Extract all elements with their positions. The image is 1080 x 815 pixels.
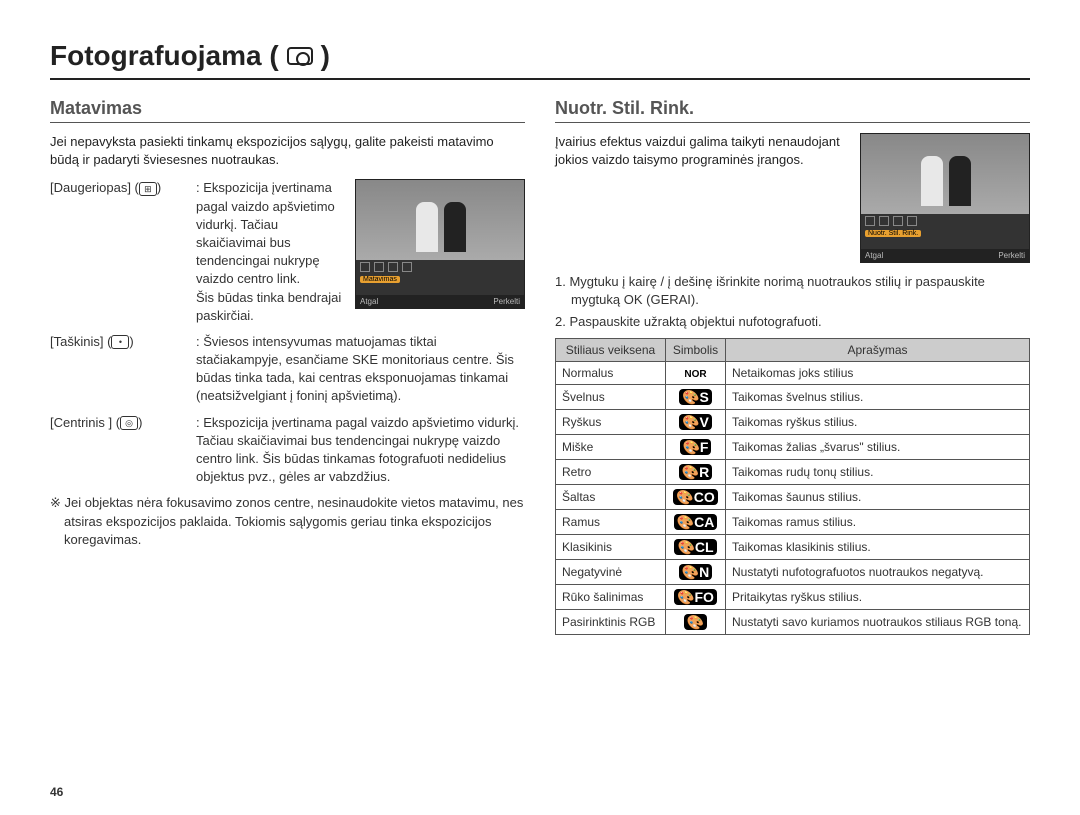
cell-desc: Taikomas ramus stilius. xyxy=(726,509,1030,534)
lcd-menu-label: Matavimas xyxy=(360,276,400,283)
table-row: Ramus 🎨CA Taikomas ramus stilius. xyxy=(556,509,1030,534)
cell-desc: Taikomas šaunus stilius. xyxy=(726,484,1030,509)
table-row: Ryškus 🎨V Taikomas ryškus stilius. xyxy=(556,409,1030,434)
table-row: Rūko šalinimas 🎨FO Pritaikytas ryškus stil… xyxy=(556,584,1030,609)
styles-table: Stiliaus veiksena Simbolis Aprašymas Nor… xyxy=(555,338,1030,635)
definition-item: [Centrinis ] (◎): Ekspozicija įvertinama… xyxy=(50,414,525,487)
cell-symbol: 🎨N xyxy=(666,559,726,584)
definition-label: [Taškinis] (•) xyxy=(50,333,196,406)
definition-item: [Daugeriopas] (⊞): Ekspozicija įvertinam… xyxy=(50,179,349,325)
style-symbol-icon: 🎨R xyxy=(679,464,713,480)
mode-icon: • xyxy=(111,335,129,349)
cell-symbol: 🎨S xyxy=(666,384,726,409)
style-symbol-icon: 🎨S xyxy=(679,389,712,405)
cell-symbol: 🎨V xyxy=(666,409,726,434)
cell-mode: Klasikinis xyxy=(556,534,666,559)
table-header-symbol: Simbolis xyxy=(666,338,726,361)
cell-mode: Ramus xyxy=(556,509,666,534)
table-header-mode: Stiliaus veiksena xyxy=(556,338,666,361)
page-title-suffix: ) xyxy=(321,40,330,72)
cell-symbol: 🎨CL xyxy=(666,534,726,559)
cell-symbol: 🎨CA xyxy=(666,509,726,534)
cell-mode: Normalus xyxy=(556,361,666,384)
cell-symbol: 🎨 xyxy=(666,609,726,634)
cell-symbol: NOR xyxy=(666,361,726,384)
table-row: Klasikinis 🎨CL Taikomas klasikinis stilius… xyxy=(556,534,1030,559)
style-symbol-icon: 🎨FO xyxy=(674,589,717,605)
definition-desc: : Ekspozicija įvertinama pagal vaizdo ap… xyxy=(196,179,349,325)
cell-desc: Nustatyti savo kuriamos nuotraukos stili… xyxy=(726,609,1030,634)
cell-desc: Taikomas švelnus stilius. xyxy=(726,384,1030,409)
lcd-move-label: Perkelti xyxy=(493,297,520,306)
cell-mode: Ryškus xyxy=(556,409,666,434)
mode-icon: ◎ xyxy=(120,416,138,430)
section-heading-matavimas: Matavimas xyxy=(50,98,525,123)
cell-mode: Rūko šalinimas xyxy=(556,584,666,609)
intro-text: Jei nepavyksta pasiekti tinkamų ekspozic… xyxy=(50,133,525,169)
definition-item: [Taškinis] (•): Šviesos intensyvumas mat… xyxy=(50,333,525,406)
definition-desc: : Ekspozicija įvertinama pagal vaizdo ap… xyxy=(196,414,525,487)
style-symbol-icon: 🎨N xyxy=(679,564,713,580)
style-symbol-icon: 🎨 xyxy=(684,614,707,630)
style-symbol-icon: NOR xyxy=(684,369,706,380)
mode-icon: ⊞ xyxy=(139,182,157,196)
cell-desc: Taikomas klasikinis stilius. xyxy=(726,534,1030,559)
table-row: Šaltas 🎨CO Taikomas šaunus stilius. xyxy=(556,484,1030,509)
table-row: Pasirinktinis RGB 🎨 Nustatyti savo kuriamo… xyxy=(556,609,1030,634)
page-number: 46 xyxy=(50,785,63,799)
page-title-text: Fotografuojama ( xyxy=(50,40,279,72)
table-header-desc: Aprašymas xyxy=(726,338,1030,361)
cell-mode: Švelnus xyxy=(556,384,666,409)
cell-mode: Šaltas xyxy=(556,484,666,509)
style-symbol-icon: 🎨CO xyxy=(673,489,717,505)
table-row: Negatyvinė 🎨N Nustatyti nufotografuotos nu… xyxy=(556,559,1030,584)
cell-symbol: 🎨FO xyxy=(666,584,726,609)
right-column: Nuotr. Stil. Rink. Nuotr. Stil. Rink. At… xyxy=(555,98,1030,635)
cell-mode: Miške xyxy=(556,434,666,459)
cell-mode: Retro xyxy=(556,459,666,484)
lcd-screenshot-style: Nuotr. Stil. Rink. Atgal Perkelti xyxy=(860,133,1030,263)
steps-list: 1. Mygtuku į kairę / į dešinę išrinkite … xyxy=(555,273,1030,332)
table-row: Retro 🎨R Taikomas rudų tonų stilius. xyxy=(556,459,1030,484)
table-row: Švelnus 🎨S Taikomas švelnus stilius. xyxy=(556,384,1030,409)
style-symbol-icon: 🎨CL xyxy=(674,539,716,555)
cell-symbol: 🎨R xyxy=(666,459,726,484)
definition-desc: : Šviesos intensyvumas matuojamas tiktai… xyxy=(196,333,525,406)
step-2: 2. Paspauskite užraktą objektui nufotogr… xyxy=(571,313,1030,331)
style-symbol-icon: 🎨CA xyxy=(674,514,718,530)
cell-desc: Taikomas rudų tonų stilius. xyxy=(726,459,1030,484)
definition-label: [Centrinis ] (◎) xyxy=(50,414,196,487)
style-symbol-icon: 🎨F xyxy=(680,439,712,455)
left-column: Matavimas Jei nepavyksta pasiekti tinkam… xyxy=(50,98,525,635)
style-symbol-icon: 🎨V xyxy=(679,414,712,430)
cell-desc: Netaikomas joks stilius xyxy=(726,361,1030,384)
step-1: 1. Mygtuku į kairę / į dešinę išrinkite … xyxy=(571,273,1030,309)
cell-mode: Pasirinktinis RGB xyxy=(556,609,666,634)
lcd-screenshot-metering: Matavimas Atgal Perkelti xyxy=(355,179,525,309)
table-row: Normalus NOR Netaikomas joks stilius xyxy=(556,361,1030,384)
lcd-menu-label-2: Nuotr. Stil. Rink. xyxy=(865,230,921,237)
definition-label: [Daugeriopas] (⊞) xyxy=(50,179,196,325)
camera-icon xyxy=(287,47,313,65)
page-title: Fotografuojama ( ) xyxy=(50,40,1030,80)
lcd-back-label-2: Atgal xyxy=(865,251,883,260)
lcd-back-label: Atgal xyxy=(360,297,378,306)
table-row: Miške 🎨F Taikomas žalias „švarus" stilius. xyxy=(556,434,1030,459)
cell-desc: Taikomas žalias „švarus" stilius. xyxy=(726,434,1030,459)
cell-desc: Taikomas ryškus stilius. xyxy=(726,409,1030,434)
footnote: ※ Jei objektas nėra fokusavimo zonos cen… xyxy=(64,494,525,549)
cell-desc: Pritaikytas ryškus stilius. xyxy=(726,584,1030,609)
section-heading-style: Nuotr. Stil. Rink. xyxy=(555,98,1030,123)
cell-desc: Nustatyti nufotografuotos nuotraukos neg… xyxy=(726,559,1030,584)
cell-symbol: 🎨CO xyxy=(666,484,726,509)
cell-symbol: 🎨F xyxy=(666,434,726,459)
lcd-move-label-2: Perkelti xyxy=(998,251,1025,260)
cell-mode: Negatyvinė xyxy=(556,559,666,584)
